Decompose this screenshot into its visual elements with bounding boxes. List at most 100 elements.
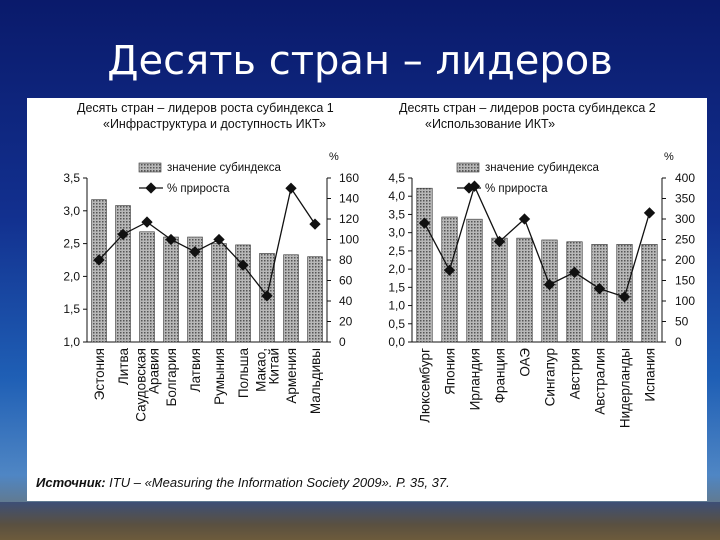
source-note: Источник: ITU – «Measuring the Informati… bbox=[36, 475, 450, 490]
bar bbox=[516, 237, 533, 343]
slide-title: Десять стран – лидеров bbox=[107, 38, 613, 84]
chart-title-line2: «Инфраструктура и доступность ИКТ» bbox=[103, 117, 326, 131]
charts-panel: Десять стран – лидеров роста субиндекса … bbox=[27, 98, 707, 501]
source-label: Источник: bbox=[36, 475, 106, 490]
bar bbox=[163, 236, 179, 343]
category-label: Франция bbox=[493, 348, 508, 403]
y-tick-label: 0,5 bbox=[388, 317, 405, 331]
category-label: Румыния bbox=[212, 348, 227, 405]
y2-tick-label: 80 bbox=[339, 253, 353, 267]
category-label: Аравия bbox=[147, 348, 162, 394]
y2-axis-label: % bbox=[329, 151, 339, 163]
category-label: Сингапур bbox=[543, 348, 558, 406]
y-tick-label: 2,5 bbox=[63, 237, 80, 251]
y-tick-label: 1,0 bbox=[63, 335, 80, 349]
chart-title-line2: «Использование ИКТ» bbox=[425, 117, 555, 131]
category-label: Макао, bbox=[254, 348, 269, 392]
y2-tick-label: 20 bbox=[339, 315, 353, 329]
charts-svg: Десять стран – лидеров роста субиндекса … bbox=[63, 101, 695, 428]
y2-tick-label: 350 bbox=[675, 192, 695, 206]
legend-line-marker bbox=[145, 182, 157, 194]
legend-line-label: % прироста bbox=[485, 183, 548, 195]
growth-point bbox=[165, 233, 177, 246]
category-label: Эстония bbox=[92, 348, 107, 400]
legend-bar-swatch bbox=[138, 162, 162, 173]
category-label: Австрия bbox=[568, 348, 583, 399]
y-tick-label: 1,0 bbox=[388, 299, 405, 313]
growth-point bbox=[593, 283, 606, 295]
bar bbox=[441, 216, 458, 343]
y-tick-label: 2,0 bbox=[63, 269, 80, 283]
growth-point bbox=[618, 291, 631, 303]
bar bbox=[466, 218, 483, 343]
chart-1: Десять стран – лидеров роста субиндекса … bbox=[63, 101, 359, 422]
y-tick-label: 1,5 bbox=[388, 280, 405, 294]
y-tick-label: 1,5 bbox=[63, 302, 80, 316]
category-label: Япония bbox=[443, 348, 458, 395]
bar bbox=[641, 244, 658, 343]
category-label: Мальдивы bbox=[308, 348, 323, 414]
category-label: Латвия bbox=[188, 348, 203, 392]
bar bbox=[416, 187, 433, 343]
category-label: Армения bbox=[284, 348, 299, 404]
y-tick-label: 4,5 bbox=[388, 171, 405, 185]
y-tick-label: 0,0 bbox=[388, 335, 405, 349]
growth-point bbox=[261, 290, 273, 302]
growth-point bbox=[141, 216, 153, 228]
chart-title-line1: Десять стран – лидеров роста субиндекса … bbox=[77, 101, 334, 115]
legend-line-label: % прироста bbox=[167, 183, 230, 195]
bar bbox=[491, 237, 508, 343]
category-label: Китай bbox=[267, 348, 282, 385]
y2-tick-label: 120 bbox=[339, 212, 359, 226]
y-tick-label: 2,5 bbox=[388, 244, 405, 258]
y-tick-label: 4,0 bbox=[388, 189, 405, 203]
growth-point bbox=[568, 266, 581, 278]
growth-line bbox=[98, 186, 316, 298]
legend-bar-label: значение субиндекса bbox=[485, 162, 600, 174]
chart-title-line1: Десять стран – лидеров роста субиндекса … bbox=[399, 101, 656, 115]
bar bbox=[139, 231, 155, 343]
source-text: ITU – «Measuring the Information Society… bbox=[105, 475, 450, 490]
bar bbox=[211, 243, 227, 343]
y-tick-label: 3,0 bbox=[388, 226, 405, 240]
y2-tick-label: 60 bbox=[339, 274, 353, 288]
category-label: ОАЭ bbox=[518, 348, 533, 377]
category-label: Нидерланды bbox=[618, 348, 633, 428]
y2-tick-label: 50 bbox=[675, 315, 689, 329]
growth-line bbox=[423, 184, 651, 298]
y2-tick-label: 250 bbox=[675, 233, 695, 247]
y2-tick-label: 160 bbox=[339, 171, 359, 185]
y2-tick-label: 0 bbox=[675, 335, 682, 349]
growth-point bbox=[543, 278, 556, 291]
bar bbox=[566, 241, 583, 343]
y2-tick-label: 100 bbox=[339, 233, 359, 247]
growth-point bbox=[189, 246, 201, 258]
growth-point bbox=[418, 217, 431, 229]
bar bbox=[115, 205, 131, 343]
bar bbox=[283, 254, 299, 343]
growth-point bbox=[443, 264, 456, 276]
category-label: Ирландия bbox=[468, 348, 483, 410]
background-landscape bbox=[0, 502, 720, 540]
growth-point bbox=[309, 218, 321, 230]
y-tick-label: 2,0 bbox=[388, 262, 405, 276]
category-label: Испания bbox=[643, 348, 658, 402]
y2-tick-label: 150 bbox=[675, 274, 695, 288]
bar bbox=[307, 256, 323, 343]
bar bbox=[187, 236, 203, 343]
growth-point bbox=[237, 259, 249, 271]
category-label: Польша bbox=[236, 348, 251, 399]
y-tick-label: 3,0 bbox=[63, 204, 80, 218]
y2-tick-label: 140 bbox=[339, 192, 359, 206]
bar bbox=[541, 239, 558, 343]
bar bbox=[91, 199, 107, 343]
chart-2: Десять стран – лидеров роста субиндекса … bbox=[388, 101, 695, 428]
y2-tick-label: 400 bbox=[675, 171, 695, 185]
y2-tick-label: 100 bbox=[675, 294, 695, 308]
legend-bar-swatch bbox=[456, 162, 480, 173]
y-tick-label: 3,5 bbox=[388, 207, 405, 221]
growth-point bbox=[493, 235, 506, 248]
y2-tick-label: 300 bbox=[675, 212, 695, 226]
category-label: Люксембург bbox=[418, 348, 433, 423]
y2-axis-label: % bbox=[664, 151, 674, 163]
